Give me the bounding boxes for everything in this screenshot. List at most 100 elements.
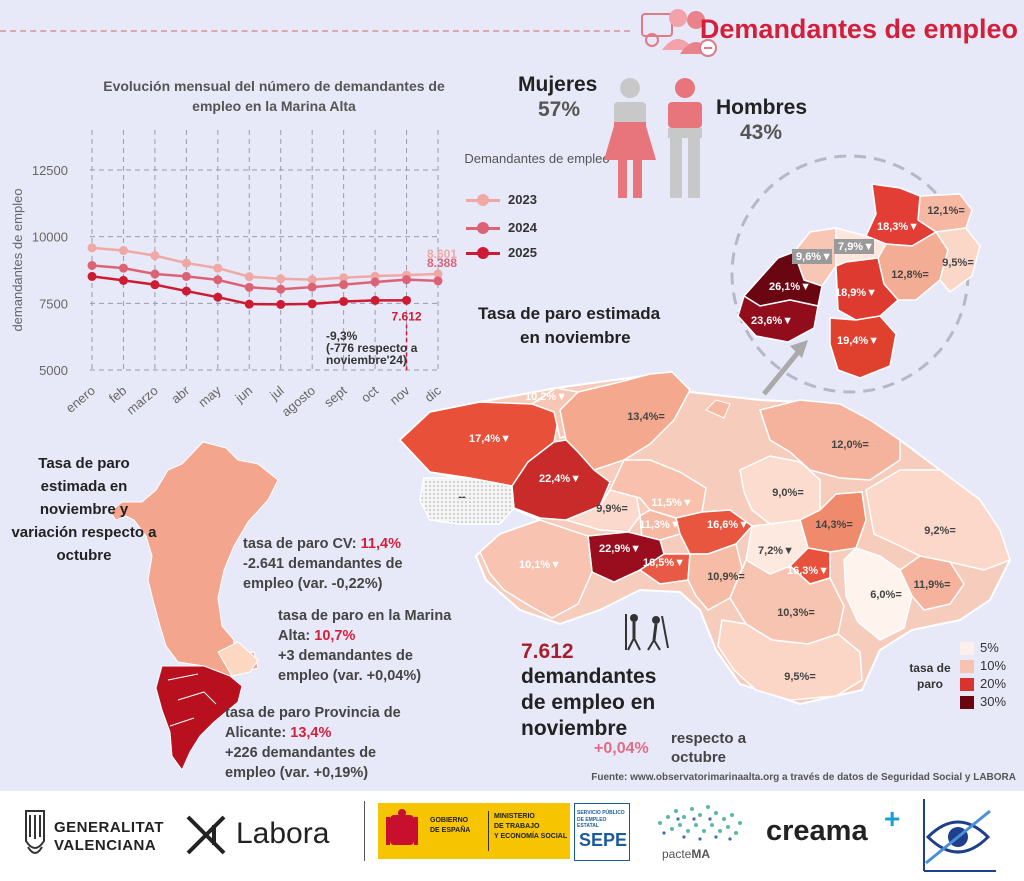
legend-item-2023: 2023 <box>466 192 537 207</box>
map-region-label: 6,0%= <box>870 589 902 601</box>
map-region-label: 16,5%▼ <box>643 557 685 569</box>
map-region-r4 <box>511 439 611 521</box>
data-label-2024: 8.388 <box>427 256 457 270</box>
map-region-r20 <box>843 547 913 641</box>
gva-logo-line2: VALENCIANA <box>54 837 157 854</box>
data-point-2025 <box>118 275 128 285</box>
source-note: Fuente: www.observatorimarinaalta.org a … <box>591 772 1016 783</box>
alicante-stat-line2: +226 demandantes de <box>225 745 377 761</box>
map-region-r16 <box>865 469 1011 571</box>
map-region-label: 10,9%= <box>707 571 745 583</box>
women-percentage: 57% <box>538 98 581 121</box>
y-tick-label: 5000 <box>39 363 68 378</box>
zoom-region-z6 <box>934 227 981 294</box>
map-legend-swatch <box>960 696 974 710</box>
legend-label-2023: 2023 <box>508 192 537 207</box>
map-region-r6 <box>608 459 707 519</box>
creama-text: creama <box>766 815 868 847</box>
zoom-region-label: 23,6%▼ <box>751 315 793 327</box>
data-point-2024 <box>276 284 286 294</box>
marina-alta-stat-value: 10,7% <box>314 628 356 644</box>
workers-icon <box>622 612 670 657</box>
legend-item-2024: 2024 <box>466 220 537 235</box>
cv-stat-label: tasa de paro CV: <box>243 536 361 552</box>
map-region-label: 16,3%▼ <box>787 565 829 577</box>
cv-stat-line2: -2.641 demandantes de <box>243 556 403 572</box>
y-tick-label: 10000 <box>32 230 68 245</box>
map-region-label: 7,2%▼ <box>758 545 794 557</box>
data-point-2025 <box>276 299 286 309</box>
zoom-region-label: 7,9%▼ <box>838 241 874 253</box>
marina-alta-stat-label: tasa de paro en la Marina <box>278 608 452 624</box>
map-region-label: 22,9%▼ <box>599 543 641 555</box>
data-point-2023 <box>87 243 97 253</box>
data-point-2023 <box>181 258 191 268</box>
total-variation-label2: octubre <box>671 749 727 766</box>
ministerio-line2: DE TRABAJO <box>494 823 540 830</box>
y-tick-label: 7500 <box>39 296 68 311</box>
data-point-2025 <box>213 292 223 302</box>
page-title: Demandantes de empleo <box>699 14 1018 44</box>
pacte-ma-suffix: MA <box>691 847 711 861</box>
zoom-label-bg <box>834 239 874 254</box>
map-legend-item-10: 10% <box>960 658 1006 674</box>
creama-plus: + <box>884 803 901 834</box>
footer-logos: GENERALITAT VALENCIANA Labora GOBIERNO D… <box>0 791 1024 881</box>
map-legend-swatch <box>960 678 974 692</box>
data-point-2024 <box>307 282 317 292</box>
marina-alta-stat-label2: Alta: <box>278 628 315 644</box>
map-region-r5 <box>563 489 641 533</box>
total-variation: +0,04% <box>594 740 649 757</box>
creama-logo: creama + <box>766 803 906 859</box>
observatory-logo <box>918 797 998 875</box>
map-region-label: 11,3%▼ <box>639 519 680 531</box>
total-label-line3: noviembre <box>521 717 628 740</box>
map-legend-title: tasa de paro <box>909 661 951 691</box>
sepe-text: SEPE <box>579 830 628 850</box>
series-line-2024 <box>91 264 439 291</box>
alicante-stat-line3: empleo (var. +0,19%) <box>225 765 369 781</box>
zoom-region-label: 9,6%▼ <box>796 251 832 263</box>
map-legend-item-5: 5% <box>960 640 999 656</box>
map-region-label: 10,3%= <box>777 607 815 619</box>
total-variation-label1: respecto a <box>671 730 747 747</box>
cv-stat: tasa de paro CV: 11,4% -2.641 demandante… <box>243 534 403 594</box>
data-point-2025 <box>370 295 380 305</box>
legend-title: Demandantes de empleo <box>464 151 610 166</box>
map-title-line1: Tasa de paro estimada <box>478 304 661 323</box>
ministerio-line3: Y ECONOMÍA SOCIAL <box>494 833 568 840</box>
data-label-2025: 7.612 <box>392 309 422 323</box>
map-region-r13 <box>759 399 901 481</box>
cv-stat-line3: empleo (var. -0,22%) <box>243 576 383 592</box>
legend-item-2025: 2025 <box>466 245 537 260</box>
total-label-line1: demandantes <box>521 665 657 688</box>
valencian-community-map <box>108 440 283 780</box>
zoom-region-label: 18,9%▼ <box>835 287 877 299</box>
map-region-label: 9,5%= <box>784 671 816 683</box>
map-region-label: 11,5%▼ <box>651 497 692 509</box>
map-region-label: 17,4%▼ <box>469 433 511 445</box>
ministerio-line1: MINISTERIO <box>494 813 535 820</box>
zoom-region-z9 <box>737 294 819 343</box>
map-legend-swatch <box>960 660 974 674</box>
data-point-2024 <box>213 275 223 285</box>
total-label-line2: de empleo en <box>521 691 656 714</box>
footer-separator <box>364 801 365 861</box>
marina-alta-stat-line2: +3 demandantes de <box>278 648 413 664</box>
legend-label-2024: 2024 <box>508 220 537 235</box>
map-legend-item-30: 30% <box>960 694 1006 710</box>
legend-swatch-2023 <box>466 194 500 207</box>
map-region-r10 <box>479 519 593 619</box>
gva-logo: GENERALITAT VALENCIANA <box>22 805 182 865</box>
legend-swatch-2025 <box>466 247 500 260</box>
map-legend-item-20: 20% <box>960 676 1006 692</box>
annotation-text: -9,3% <box>326 329 358 343</box>
map-region-label: 22,4%▼ <box>539 473 581 485</box>
map-region-no-data <box>419 477 515 525</box>
cv-title: Tasa de paro estimada en noviembre y var… <box>11 455 157 564</box>
zoom-arrow-head <box>790 340 808 358</box>
data-point-2024 <box>433 276 443 286</box>
data-point-2023 <box>307 275 317 285</box>
data-point-2023 <box>276 274 286 284</box>
data-point-2024 <box>402 275 412 285</box>
